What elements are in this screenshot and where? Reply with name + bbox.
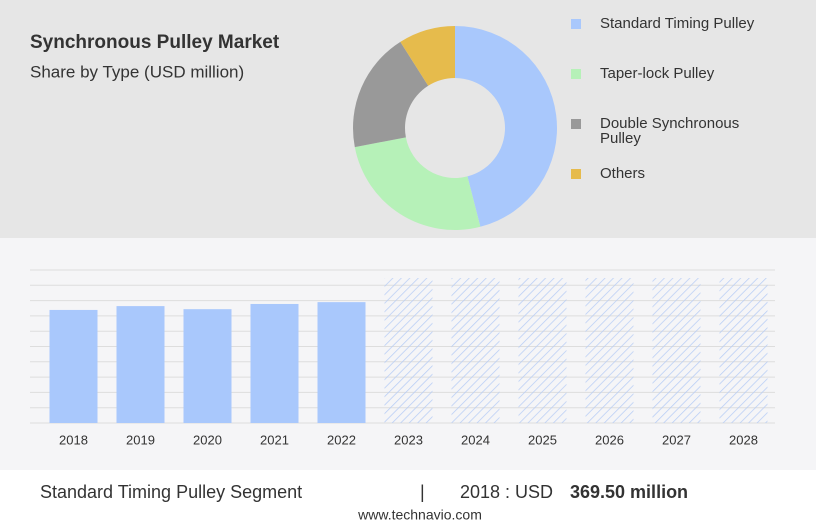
chart-subtitle: Share by Type (USD million) <box>30 62 244 81</box>
footer-value: 369.50 million <box>570 482 688 502</box>
forecast-placeholder <box>585 278 634 423</box>
bar <box>183 309 232 423</box>
bar <box>250 303 299 423</box>
x-tick-label: 2027 <box>662 432 691 447</box>
footer-panel <box>0 470 816 528</box>
legend-swatch <box>571 119 581 129</box>
donut-segment <box>353 41 429 148</box>
donut-segment <box>354 137 481 230</box>
x-tick-label: 2024 <box>461 432 490 447</box>
x-tick-label: 2023 <box>394 432 423 447</box>
footer-year: 2018 : USD <box>460 482 553 502</box>
x-tick-label: 2020 <box>193 432 222 447</box>
bar <box>317 302 366 423</box>
x-tick-label: 2022 <box>327 432 356 447</box>
legend-swatch <box>571 169 581 179</box>
forecast-placeholder <box>652 278 701 423</box>
forecast-placeholder <box>518 278 567 423</box>
x-tick-label: 2026 <box>595 432 624 447</box>
donut-segment <box>400 26 455 86</box>
bar <box>49 309 98 423</box>
chart-title: Synchronous Pulley Market <box>30 32 280 53</box>
x-tick-label: 2028 <box>729 432 758 447</box>
legend-label: Standard Timing Pulley <box>600 15 755 32</box>
legend-label: Double Synchronous Pulley <box>600 115 740 147</box>
legend-swatch <box>571 19 581 29</box>
forecast-placeholder <box>384 278 433 423</box>
x-tick-label: 2025 <box>528 432 557 447</box>
x-tick-label: 2019 <box>126 432 155 447</box>
legend-label: Others <box>600 165 646 182</box>
x-tick-label: 2021 <box>260 432 289 447</box>
forecast-placeholder <box>451 278 500 423</box>
website: www.technavio.com <box>357 507 482 523</box>
forecast-placeholder <box>719 278 768 423</box>
donut-segment <box>455 26 557 227</box>
footer-separator: | <box>420 482 425 502</box>
legend-label: Taper-lock Pulley <box>600 65 715 82</box>
bar <box>116 306 165 423</box>
x-tick-label: 2018 <box>59 432 88 447</box>
footer-segment: Standard Timing Pulley Segment <box>40 482 302 502</box>
legend-swatch <box>571 69 581 79</box>
